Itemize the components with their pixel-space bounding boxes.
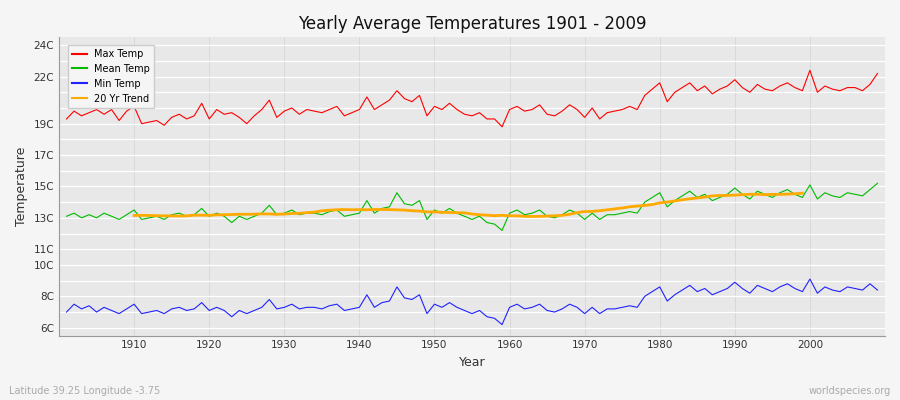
X-axis label: Year: Year <box>459 356 485 369</box>
Text: Latitude 39.25 Longitude -3.75: Latitude 39.25 Longitude -3.75 <box>9 386 160 396</box>
Text: worldspecies.org: worldspecies.org <box>809 386 891 396</box>
Title: Yearly Average Temperatures 1901 - 2009: Yearly Average Temperatures 1901 - 2009 <box>298 15 646 33</box>
Y-axis label: Temperature: Temperature <box>15 147 28 226</box>
Legend: Max Temp, Mean Temp, Min Temp, 20 Yr Trend: Max Temp, Mean Temp, Min Temp, 20 Yr Tre… <box>68 45 154 108</box>
